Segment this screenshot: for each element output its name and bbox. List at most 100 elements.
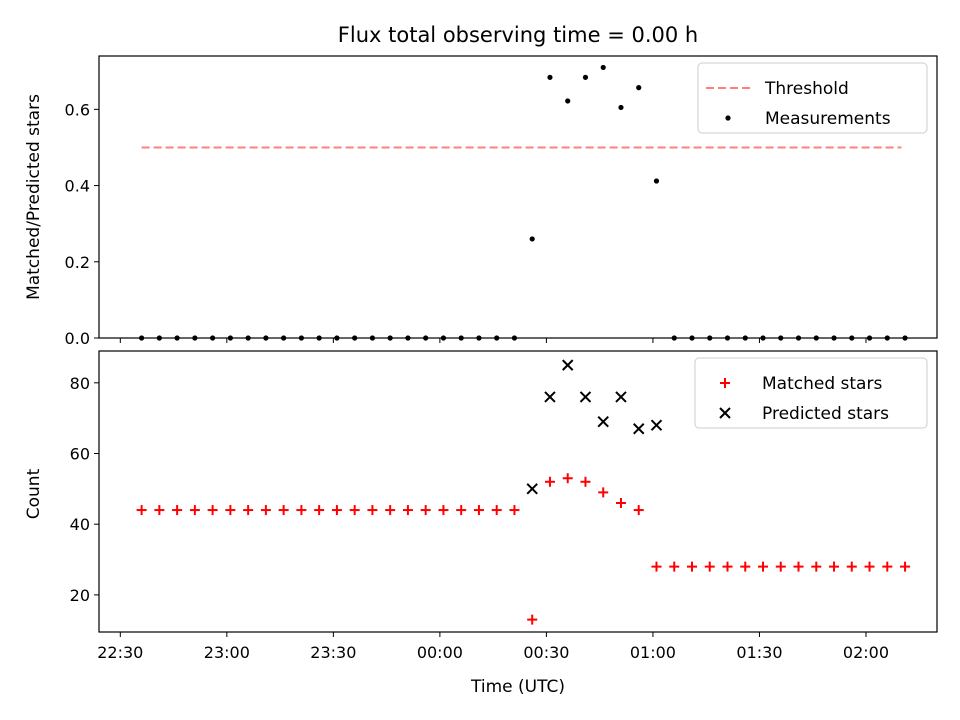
matched-star-point <box>491 505 502 516</box>
measurement-point <box>618 104 624 111</box>
x-tick-label: 01:30 <box>736 643 782 662</box>
top-y-axis-label: Matched/Predicted stars <box>24 94 44 300</box>
predicted-star-point <box>562 359 574 371</box>
matched-star-point <box>740 561 751 572</box>
x-b <box>633 423 645 435</box>
legend-box <box>694 357 928 429</box>
x-axis-label: Time (UTC) <box>470 677 565 697</box>
matched-star-point <box>544 476 555 487</box>
matched-star-point <box>829 561 840 572</box>
legend-label: Matched stars <box>762 374 882 394</box>
measurement-point <box>565 98 571 104</box>
matched-star-point <box>420 505 431 516</box>
x-tick-label: 00:00 <box>417 643 463 662</box>
measurement-point <box>547 74 553 80</box>
matched-star-point <box>349 505 360 516</box>
legend: Threshold Measurements <box>697 62 928 134</box>
matched-star-point <box>900 561 911 572</box>
y-tick-label: 60 <box>70 445 90 464</box>
matched-star-point <box>367 505 378 516</box>
y-tick-label: 0.4 <box>65 177 90 196</box>
matched-star-point <box>793 561 804 572</box>
legend-label: Measurements <box>765 109 891 129</box>
predicted-star-point <box>544 391 556 403</box>
matched-star-point <box>260 505 271 516</box>
y-tick-label: 0.0 <box>65 329 90 348</box>
legend-box <box>697 62 928 134</box>
x-tick-label: 02:00 <box>843 643 889 662</box>
y-tick-label: 20 <box>70 586 90 605</box>
x-b <box>615 391 627 403</box>
predicted-star-point <box>579 391 592 403</box>
y-tick-label: 0.2 <box>65 253 90 272</box>
y-tick-label: 0.6 <box>65 100 90 119</box>
x-tick-label: 01:00 <box>630 643 676 662</box>
x-tick-label: 22:30 <box>97 643 143 662</box>
matched-star-point <box>722 561 733 572</box>
measurement-point <box>653 178 660 184</box>
x-b <box>526 483 538 495</box>
matched-star-point <box>438 505 449 516</box>
matched-star-point <box>225 505 236 516</box>
predicted-star-point <box>615 391 627 403</box>
matched-star-point <box>456 505 467 516</box>
matched-star-point <box>846 561 857 572</box>
bottom-panel: 20 40 60 80 22:30 23:00 23:30 00:00 00:30 01:00 01… <box>70 350 938 662</box>
matched-star-point <box>882 561 893 572</box>
matched-star-point <box>775 561 786 572</box>
x-b <box>597 415 609 428</box>
x-b <box>650 419 663 431</box>
measurement-point <box>636 85 642 91</box>
y-tick-label: 80 <box>70 374 90 393</box>
matched-star-point <box>385 505 396 516</box>
y-tick-label: 40 <box>70 515 90 534</box>
matched-star-point <box>615 497 626 508</box>
matched-star-point <box>704 561 715 572</box>
measurement-point <box>529 236 535 242</box>
x-b <box>562 359 574 371</box>
predicted-star-point <box>526 483 538 495</box>
matched-star-point <box>509 505 520 516</box>
matched-star-point <box>314 505 325 516</box>
legend-measurement-swatch <box>725 115 731 121</box>
legend-label: Predicted stars <box>762 404 889 424</box>
top-panel: 0.0 0.2 0.4 0.6 Threshold Measurements <box>65 55 938 348</box>
x-b <box>579 391 592 403</box>
matched-star-point <box>172 505 183 516</box>
legend: Matched stars Predicted stars <box>694 357 928 429</box>
matched-star-point <box>562 473 573 484</box>
matched-star-point <box>207 505 218 516</box>
matched-star-point <box>473 505 484 516</box>
matched-star-point <box>669 561 680 572</box>
matched-star-point <box>686 561 697 572</box>
predicted-star-point <box>633 423 645 435</box>
predicted-star-point <box>650 419 663 431</box>
matched-star-point <box>811 561 822 572</box>
predicted-star-point <box>597 415 609 428</box>
x-tick-label: 23:30 <box>310 643 356 662</box>
measurement-point <box>582 74 589 80</box>
measurement-point <box>600 64 606 71</box>
x-tick-label: 00:30 <box>523 643 569 662</box>
axes-frame <box>98 55 938 339</box>
matched-star-point <box>154 505 165 516</box>
matched-star-point <box>633 505 644 516</box>
matched-star-point <box>296 505 307 516</box>
legend-x-b <box>719 407 731 419</box>
x-tick-label: 23:00 <box>204 643 250 662</box>
matched-star-point <box>278 505 289 516</box>
matched-star-point <box>136 505 147 516</box>
matched-star-point <box>598 487 609 498</box>
matched-star-point <box>864 561 875 572</box>
matched-star-point <box>651 561 662 572</box>
matched-star-point <box>189 505 200 516</box>
x-b <box>544 391 556 403</box>
matched-star-point <box>527 614 538 625</box>
matched-star-point <box>331 505 342 516</box>
axes-frame <box>98 350 938 633</box>
legend-label: Threshold <box>764 79 849 99</box>
matched-star-point <box>580 476 591 487</box>
bottom-y-axis-label: Count <box>24 468 44 519</box>
matched-star-point <box>243 505 254 516</box>
